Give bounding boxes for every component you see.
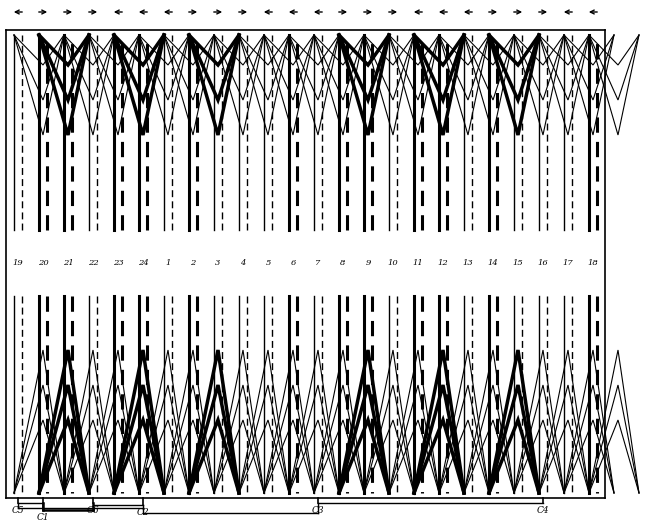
Text: 20: 20 bbox=[38, 259, 48, 267]
Text: C6: C6 bbox=[87, 506, 99, 515]
Text: 22: 22 bbox=[87, 259, 98, 267]
Text: 24: 24 bbox=[138, 259, 149, 267]
Text: 11: 11 bbox=[413, 259, 423, 267]
Text: 4: 4 bbox=[241, 259, 246, 267]
Text: 17: 17 bbox=[563, 259, 573, 267]
Text: C3: C3 bbox=[312, 506, 324, 515]
Text: 21: 21 bbox=[63, 259, 74, 267]
Text: 14: 14 bbox=[488, 259, 498, 267]
Text: 13: 13 bbox=[463, 259, 473, 267]
Text: 12: 12 bbox=[437, 259, 449, 267]
Text: 5: 5 bbox=[265, 259, 271, 267]
Text: 1: 1 bbox=[166, 259, 171, 267]
Text: 7: 7 bbox=[316, 259, 321, 267]
Text: 8: 8 bbox=[340, 259, 346, 267]
Text: 10: 10 bbox=[388, 259, 398, 267]
Text: 16: 16 bbox=[538, 259, 548, 267]
Text: 23: 23 bbox=[113, 259, 123, 267]
Text: 18: 18 bbox=[587, 259, 599, 267]
Text: 2: 2 bbox=[190, 259, 196, 267]
Text: 3: 3 bbox=[215, 259, 220, 267]
Text: C4: C4 bbox=[537, 506, 550, 515]
Text: 15: 15 bbox=[512, 259, 524, 267]
Text: 9: 9 bbox=[365, 259, 371, 267]
Text: 6: 6 bbox=[290, 259, 296, 267]
Text: C1: C1 bbox=[37, 513, 50, 522]
Text: C2: C2 bbox=[137, 508, 149, 517]
Text: 19: 19 bbox=[12, 259, 23, 267]
Text: C5: C5 bbox=[12, 506, 24, 515]
